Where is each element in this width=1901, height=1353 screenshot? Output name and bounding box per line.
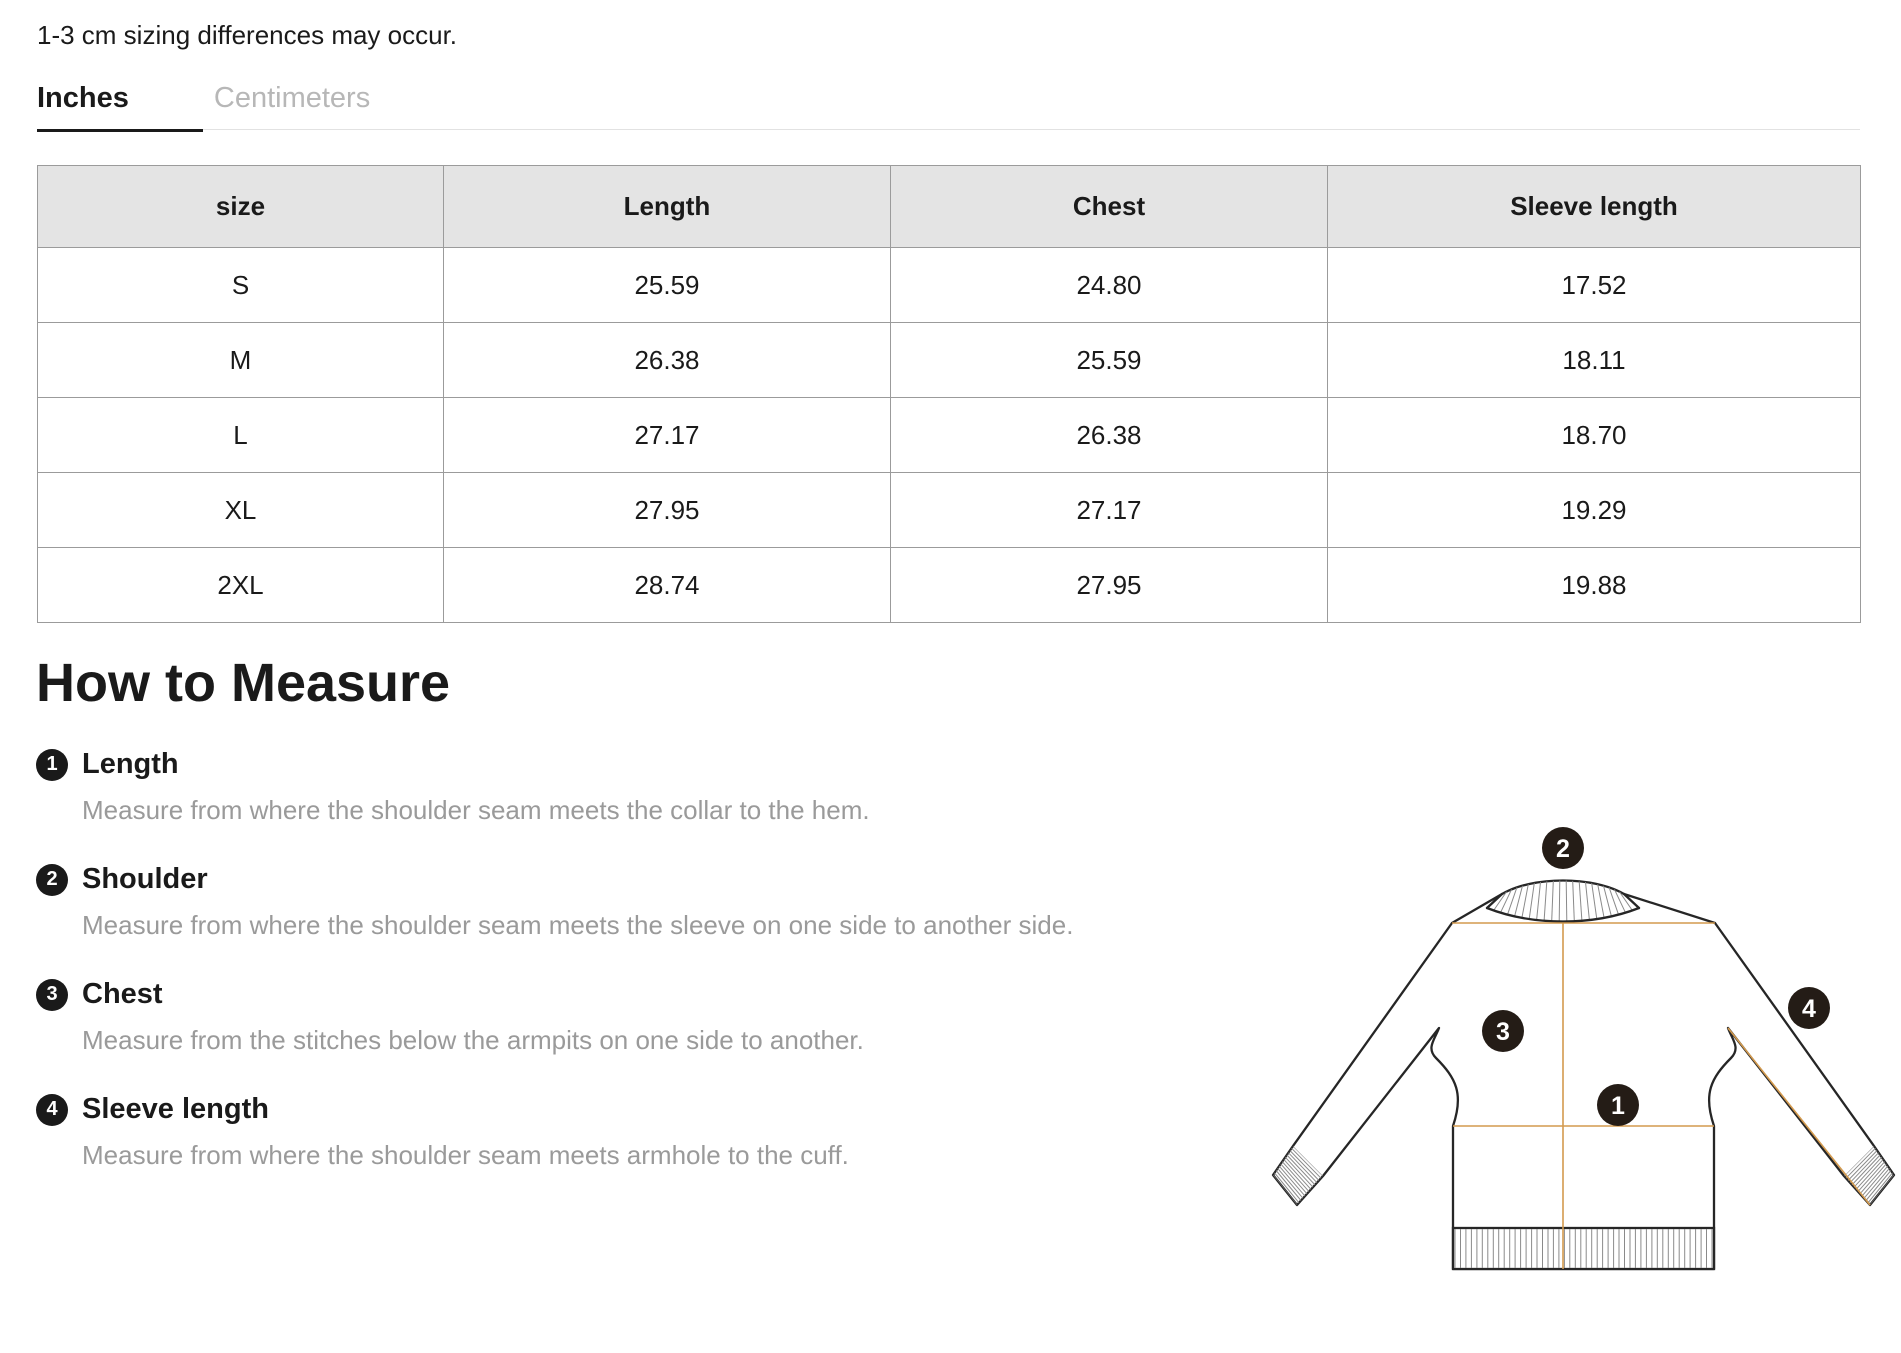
svg-text:3: 3: [1496, 1018, 1510, 1046]
svg-text:2: 2: [1556, 835, 1570, 863]
svg-text:4: 4: [1802, 995, 1816, 1023]
svg-text:1: 1: [1611, 1092, 1625, 1120]
